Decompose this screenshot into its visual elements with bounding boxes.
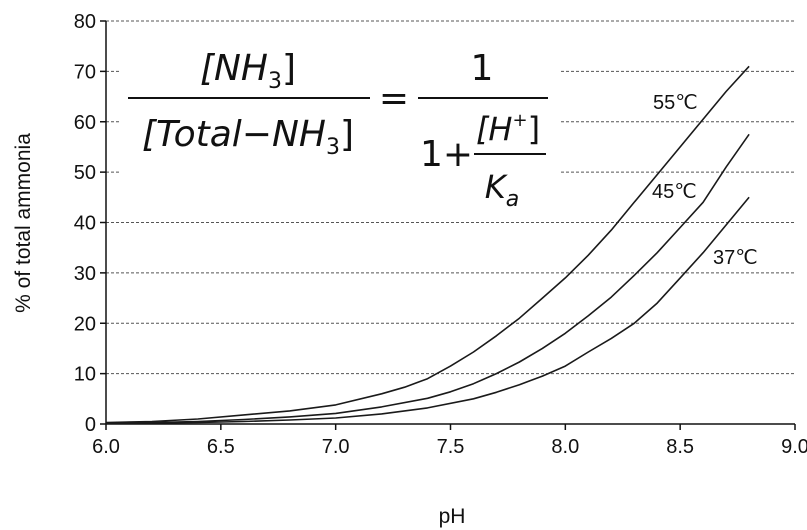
eq-num-nh: [NH [200,48,268,89]
eq-h: [H [476,110,513,148]
eq-den-close: ] [340,114,354,155]
y-tick-label: 70 [74,61,96,83]
equation-numerator: [NH3] [200,48,296,94]
x-tick-label: 6.0 [92,436,120,458]
eq-h-plus: + [512,110,527,131]
eq-h-close: ] [528,110,540,148]
x-tick-label: 9.0 [781,436,807,458]
equation-h-ion: [H+] [476,110,540,148]
equation-denominator: [Total−NH3] [142,114,354,160]
eq-a: a [506,187,519,212]
x-tick-label: 7.0 [322,436,350,458]
equation-one-plus: 1+ [420,134,473,175]
series-lines [105,65,750,425]
x-tick-label: 6.5 [207,436,235,458]
series-label-45: 45℃ [652,181,697,203]
equation-equals: = [379,78,409,119]
y-tick-label: 40 [74,213,96,235]
series-label-55: 55℃ [653,92,698,114]
eq-k: K [485,168,509,206]
y-tick-label: 30 [74,263,96,285]
y-tick-label: 10 [74,364,96,386]
equation-right-numerator: 1 [471,48,494,89]
y-tick-label: 20 [74,313,96,335]
x-tick-labels: 6.0 6.5 7.0 7.5 8.0 8.5 9.0 [92,436,807,458]
series-line-37 [105,196,750,425]
axes [100,20,796,430]
x-tick-label: 8.5 [666,436,694,458]
equation-ka: Ka [485,168,519,212]
y-tick-label: 50 [74,162,96,184]
x-axis-label: pH [439,505,466,528]
y-tick-label: 60 [74,112,96,134]
y-tick-label: 80 [74,11,96,33]
y-axis-label: % of total ammonia [12,133,35,313]
series-label-37: 37℃ [713,247,758,269]
series-line-45 [105,133,750,424]
eq-den-nh: NH [272,114,326,155]
x-tick-label: 7.5 [437,436,465,458]
ammonia-equation: [NH3] [Total−NH3] = 1 1+ [H+] Ka [120,34,560,214]
series-line-55 [105,65,750,424]
x-tick-label: 8.0 [551,436,579,458]
eq-num-close: ] [282,48,296,89]
y-tick-labels: 0 10 20 30 40 50 60 70 80 [74,11,96,436]
y-tick-label: 0 [85,414,96,436]
eq-num-sub: 3 [268,69,282,94]
equation-background [120,34,560,214]
eq-den-total: [Total [142,114,242,155]
eq-den-minus: − [242,114,272,155]
eq-den-sub: 3 [326,135,340,160]
